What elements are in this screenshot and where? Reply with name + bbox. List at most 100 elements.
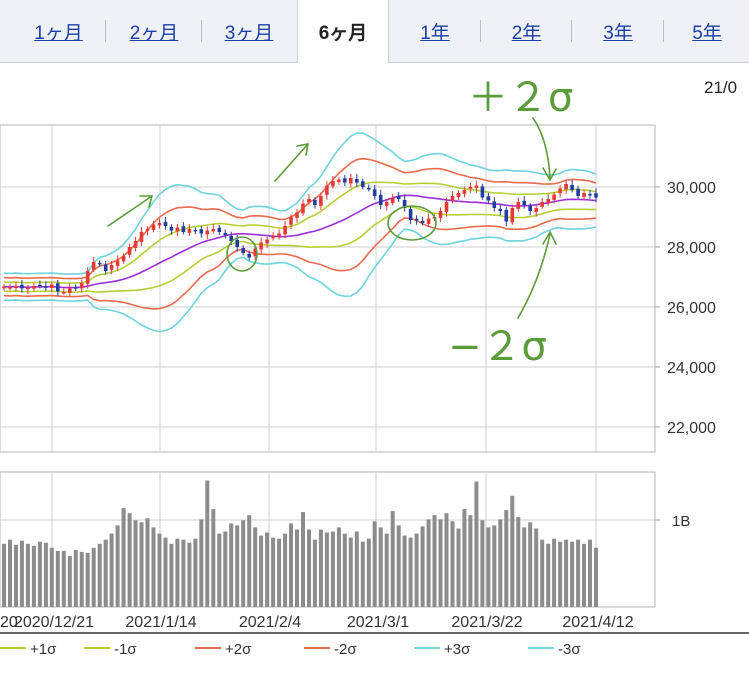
volume-bar [193, 538, 198, 607]
candle-body [486, 196, 491, 201]
volume-bar [570, 541, 575, 607]
candle-body [223, 232, 228, 235]
candle-body [8, 287, 12, 289]
legend-label: +2σ [225, 641, 252, 658]
candle-body [408, 208, 413, 220]
legend-label: +3σ [444, 641, 471, 658]
arrowhead-lower [542, 230, 557, 245]
volume-bar [55, 550, 60, 607]
x-tick-label-clipped: 20 [0, 614, 18, 631]
candle-body [187, 229, 192, 233]
tab-period-6[interactable]: 2年 [511, 22, 542, 44]
tab-period-8[interactable]: 5年 [692, 22, 722, 44]
candle-body [384, 202, 389, 206]
volume-bar [271, 537, 276, 607]
volume-bar [109, 533, 114, 607]
candle-body [44, 286, 48, 288]
arrowhead-upper [542, 167, 557, 182]
tab-period-1[interactable]: 1ヶ月 [34, 22, 83, 44]
tab-period-4[interactable]: 6ヶ月 [297, 0, 389, 63]
volume-bar [534, 528, 539, 607]
volume-bar [360, 541, 365, 607]
volume-bar [450, 521, 455, 607]
volume-bar [576, 539, 581, 607]
x-tick-label: 2020/12/21 [14, 614, 94, 631]
candle-body [313, 199, 317, 205]
band-minus2-sigma [3, 216, 597, 310]
candle-body [38, 284, 42, 287]
candle-body [85, 271, 90, 284]
circle-highlight-1 [226, 236, 258, 272]
volume-bar [247, 515, 252, 607]
candle-body [540, 202, 544, 207]
volume-bar [432, 515, 437, 607]
volume-bar [2, 543, 6, 607]
tab-period-5[interactable]: 1年 [420, 22, 450, 44]
band-plus1-sigma [3, 181, 597, 284]
volume-bar [408, 537, 413, 607]
candle-body [235, 239, 239, 247]
candle-body [289, 217, 293, 225]
volume-bar [163, 537, 168, 607]
volume-bar [390, 511, 395, 607]
candle-body [450, 196, 455, 201]
candle-body [169, 226, 174, 231]
candle-body [151, 224, 156, 230]
volume-bar [169, 543, 174, 607]
candle-body [295, 212, 299, 218]
candle-body [594, 193, 598, 198]
volume-bar [121, 508, 126, 607]
candle-body [259, 242, 263, 250]
tab-separator [480, 20, 481, 42]
candle-body [74, 287, 78, 289]
volume-bar [342, 533, 347, 607]
period-tab-bar: 1ヶ月 2ヶ月 3ヶ月 6ヶ月 1年 2年 3年 5年 [0, 0, 749, 63]
candle-body [307, 199, 311, 203]
chart-legend: +1σ -1σ +2σ -2σ +3σ -3σ [0, 632, 749, 658]
candle-body [444, 202, 449, 212]
candle-body [139, 232, 144, 242]
candle-body [372, 189, 377, 196]
candle-body [546, 199, 550, 203]
tab-period-2[interactable]: 2ヶ月 [129, 22, 179, 44]
volume-bar [229, 523, 234, 607]
volume-bar [223, 531, 228, 607]
volume-bar [318, 529, 323, 607]
candle-body [414, 218, 419, 221]
volume-bar [277, 538, 282, 607]
volume-bar [486, 527, 491, 607]
volume-bar [235, 525, 240, 607]
tab-separator [201, 20, 202, 42]
candle-body [277, 233, 281, 237]
volume-bar [205, 480, 210, 607]
candle-body [588, 193, 592, 196]
candle-body [157, 223, 162, 226]
volume-bar [139, 522, 144, 607]
candle-body [217, 227, 222, 232]
volume-bar [67, 556, 72, 607]
candle-body [163, 221, 168, 226]
candle-body [420, 220, 425, 223]
volume-bar [582, 543, 586, 607]
tab-period-3[interactable]: 3ヶ月 [224, 22, 274, 44]
volume-bar [103, 539, 108, 607]
volume-bar [151, 527, 156, 607]
candle-body [133, 241, 138, 248]
bollinger-chart: 30,000 28,000 26,000 24,000 22,000 1B 2020/12/… [0, 75, 749, 658]
volume-bar [402, 535, 407, 607]
volume-bar [426, 519, 431, 607]
candle-body [378, 194, 383, 205]
candle-body [283, 226, 287, 235]
band-minus1-sigma [3, 205, 596, 293]
y-tick-label: 26,000 [667, 300, 716, 317]
candle-body [349, 178, 353, 184]
candle-body [552, 194, 556, 200]
candle-body [127, 247, 132, 255]
tab-period-7[interactable]: 3年 [603, 22, 633, 44]
candle-body [367, 187, 371, 190]
candle-body [564, 184, 568, 190]
candle-body [62, 292, 66, 294]
candle-body [510, 208, 515, 223]
candle-body [343, 178, 347, 183]
volume-bar [43, 542, 48, 607]
